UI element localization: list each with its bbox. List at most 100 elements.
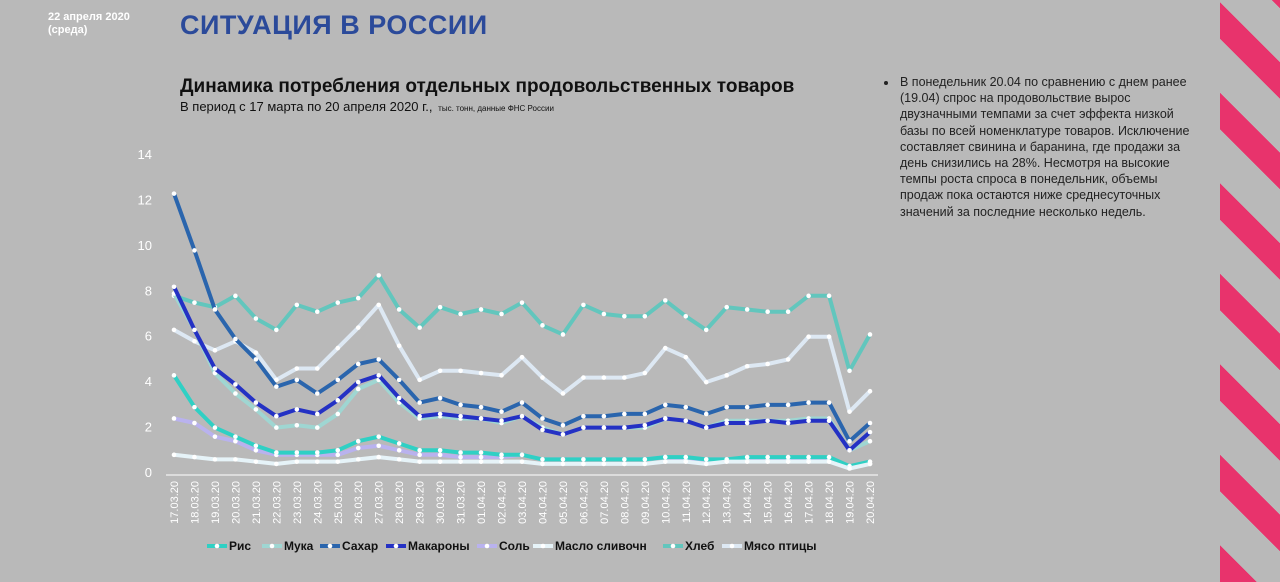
data-point [642, 411, 648, 417]
x-tick-label: 08.04.20 [619, 481, 631, 524]
data-point [622, 461, 627, 467]
data-point [622, 375, 627, 380]
data-point [744, 454, 750, 460]
data-point [355, 386, 361, 392]
data-point [765, 361, 770, 367]
x-tick-label: 26.03.20 [353, 481, 365, 524]
x-tick-label: 17.03.20 [169, 481, 181, 524]
data-point [376, 273, 382, 278]
data-point [785, 309, 791, 315]
data-point [806, 334, 811, 340]
data-point [601, 375, 607, 380]
data-point [335, 345, 341, 351]
data-point [274, 377, 279, 383]
x-tick-label: 18.03.20 [189, 481, 201, 524]
data-point [233, 391, 238, 396]
data-point [785, 402, 791, 408]
data-point [826, 418, 832, 424]
data-point [437, 368, 443, 374]
data-point [478, 450, 484, 455]
data-point [478, 416, 484, 421]
data-point [233, 438, 238, 444]
data-point [847, 368, 852, 374]
data-point [212, 457, 218, 462]
data-point [601, 413, 607, 419]
data-point [622, 457, 627, 462]
data-point [294, 366, 300, 371]
data-point [417, 377, 422, 383]
data-point [785, 459, 791, 464]
data-point [519, 452, 525, 458]
x-tick-label: 27.03.20 [374, 481, 386, 524]
data-point [703, 457, 709, 462]
data-point [724, 420, 730, 426]
chart-title: Динамика потребления отдельных продоволь… [180, 76, 795, 97]
data-point [458, 311, 463, 317]
data-point [581, 425, 586, 430]
data-point [314, 425, 320, 430]
data-point [765, 402, 770, 408]
data-point [355, 438, 361, 444]
section-title: СИТУАЦИЯ В РОССИИ [180, 10, 488, 40]
data-point [417, 400, 422, 405]
x-tick-label: 14.04.20 [742, 481, 754, 524]
data-point [274, 425, 279, 430]
data-point [867, 429, 873, 435]
data-point [581, 302, 586, 308]
x-tick-label: 21.03.20 [251, 481, 263, 524]
data-point [642, 313, 648, 319]
x-tick-label: 05.04.20 [558, 481, 570, 524]
data-point [560, 461, 566, 467]
x-tick-label: 04.04.20 [537, 481, 549, 524]
legend-marker [393, 543, 399, 549]
data-point [294, 450, 300, 455]
data-point [253, 447, 259, 453]
data-point [703, 461, 709, 467]
data-point [376, 357, 382, 362]
legend-marker [327, 543, 333, 549]
x-tick-label: 19.04.20 [845, 481, 857, 524]
data-point [417, 413, 422, 419]
data-point [355, 445, 361, 451]
data-point [478, 404, 484, 410]
legend-label: Хлеб [685, 539, 714, 553]
data-point [581, 461, 586, 467]
data-point [417, 447, 422, 453]
data-point [540, 461, 545, 467]
data-point [744, 420, 750, 426]
legend-marker [670, 543, 676, 549]
data-point [192, 327, 197, 333]
data-point [560, 332, 566, 337]
data-point [478, 454, 484, 460]
data-point [396, 457, 402, 462]
data-point [622, 425, 627, 430]
x-tick-label: 29.03.20 [415, 481, 427, 524]
data-point [765, 454, 770, 460]
data-point [212, 348, 218, 353]
x-tick-label: 03.04.20 [517, 481, 529, 524]
data-point [499, 418, 504, 424]
data-point [192, 454, 197, 460]
data-point [519, 459, 525, 464]
x-tick-label: 23.03.20 [292, 481, 304, 524]
data-point [765, 418, 770, 424]
data-point [499, 311, 504, 317]
data-point [171, 191, 177, 196]
data-point [294, 459, 300, 464]
data-point [826, 334, 832, 340]
legend-label: Соль [499, 539, 530, 553]
data-point [294, 423, 300, 428]
data-point [171, 452, 177, 458]
chart-source: тыс. тонн, данные ФНС России [438, 104, 554, 113]
x-tick-label: 30.03.20 [435, 481, 447, 524]
data-point [294, 302, 300, 308]
data-point [867, 420, 873, 426]
data-point [581, 375, 586, 380]
data-point [683, 459, 689, 464]
data-point [335, 411, 341, 417]
data-point [212, 307, 218, 312]
x-tick-label: 25.03.20 [333, 481, 345, 524]
legend-marker [729, 543, 735, 549]
chart-subtitle: В период с 17 марта по 20 апреля 2020 г.… [180, 99, 554, 114]
data-point [601, 457, 607, 462]
